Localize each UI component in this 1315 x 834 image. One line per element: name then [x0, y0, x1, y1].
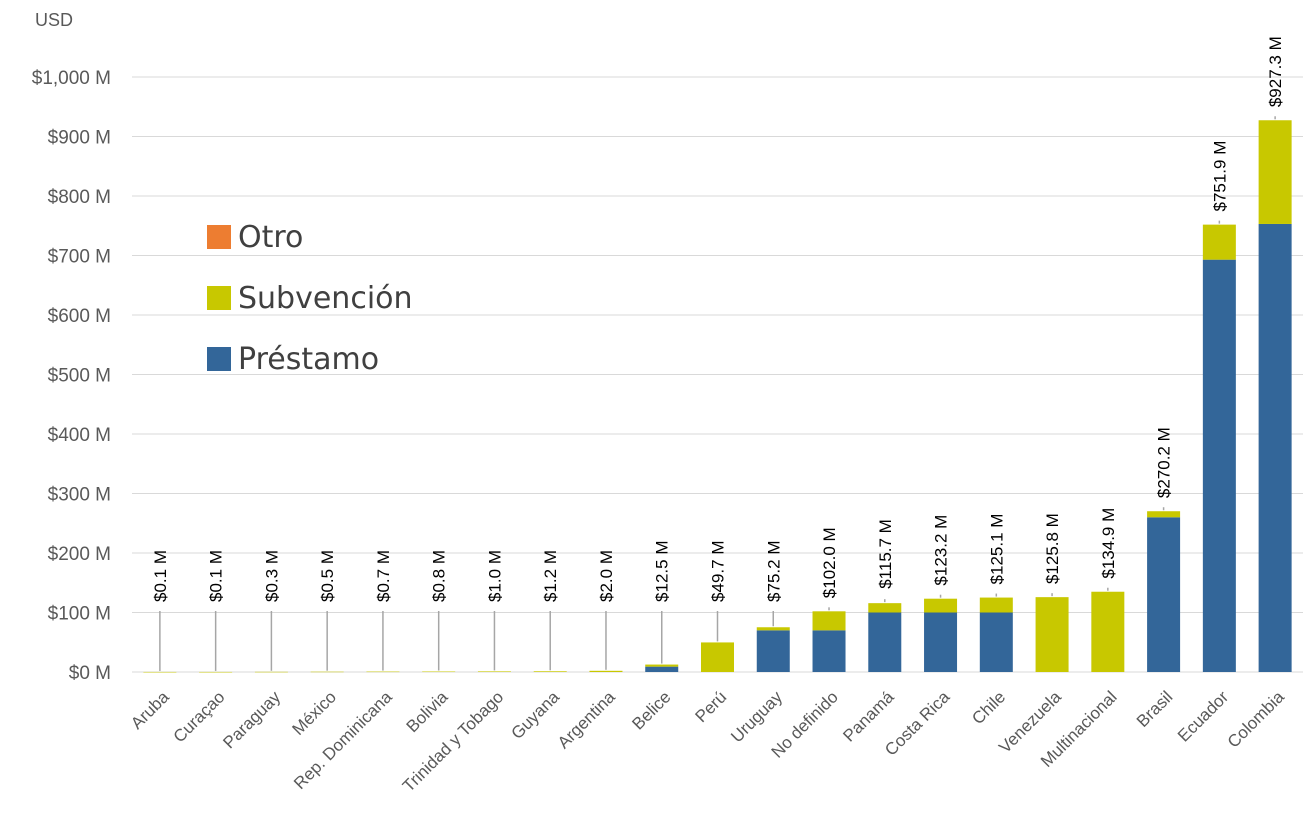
data-label: $0.1 M — [151, 550, 170, 602]
x-tick-label: Aruba — [127, 687, 173, 733]
data-label: $1.0 M — [485, 550, 504, 602]
bar-subvencion — [143, 671, 177, 673]
bar-subvencion — [477, 671, 511, 672]
bar-subvencion — [589, 670, 623, 672]
y-unit-label: USD — [35, 10, 73, 30]
bar-prestamo — [645, 666, 679, 672]
label-leaders — [159, 116, 1276, 671]
x-tick-label: Bolivia — [403, 687, 452, 736]
data-label: $125.8 M — [1043, 513, 1062, 584]
x-tick-label: Perú — [691, 687, 730, 726]
data-label: $0.1 M — [207, 550, 226, 602]
x-tick-label: Rep. Dominicana — [290, 687, 396, 793]
bar-prestamo — [812, 630, 846, 672]
bar-subvencion — [1202, 224, 1236, 260]
data-label: $0.5 M — [318, 550, 337, 602]
bar-subvencion — [1258, 120, 1292, 224]
legend-swatch-subvencion — [207, 286, 231, 310]
legend-swatch-prestamo — [207, 347, 231, 371]
data-label: $12.5 M — [653, 541, 672, 602]
data-label: $0.8 M — [430, 550, 449, 602]
x-tick-label: Argentina — [554, 687, 619, 752]
data-label: $49.7 M — [709, 541, 728, 602]
y-tick-label: $300 M — [48, 485, 111, 506]
x-tick-label: Colombia — [1224, 687, 1289, 752]
data-label: $102.0 M — [820, 527, 839, 598]
x-tick-label: Paraguay — [219, 687, 284, 752]
bar-subvencion — [1091, 591, 1125, 672]
data-label: $134.9 M — [1099, 508, 1118, 579]
bar-subvencion — [1147, 511, 1181, 518]
legend: Otro Subvención Préstamo — [207, 220, 413, 377]
x-tick-label: Brasil — [1133, 687, 1176, 730]
data-labels: $0.1 M $0.1 M $0.3 M $0.5 M $0.7 M $0.8 M $1.0… — [151, 36, 1285, 602]
bar-prestamo — [979, 612, 1013, 672]
bar-subvencion — [979, 597, 1013, 613]
bar-prestamo — [868, 612, 902, 672]
bar-subvencion — [533, 671, 567, 672]
bar-subvencion — [812, 611, 846, 631]
data-label: $115.7 M — [876, 519, 895, 589]
x-tick-label: Trinidad y Tobago — [399, 687, 507, 795]
y-tick-label: $200 M — [48, 544, 111, 565]
legend-swatch-otro — [207, 225, 231, 249]
y-tick-label: $700 M — [48, 247, 111, 268]
bar-subvencion — [645, 664, 679, 667]
y-tick-label: $1,000 M — [32, 68, 111, 89]
data-label: $123.2 M — [932, 515, 951, 586]
y-tick-label: $600 M — [48, 306, 111, 327]
data-label: $75.2 M — [764, 541, 783, 602]
bar-prestamo — [924, 612, 958, 672]
data-label: $125.1 M — [987, 514, 1006, 585]
x-tick-label: Ecuador — [1174, 687, 1232, 745]
y-tick-label: $500 M — [48, 366, 111, 387]
bar-subvencion — [199, 671, 233, 673]
y-tick-label: $900 M — [48, 128, 111, 149]
bar-subvencion — [1035, 597, 1069, 672]
bar-prestamo — [1202, 259, 1236, 672]
y-tick-label: $100 M — [48, 604, 111, 625]
x-tick-label: Guyana — [508, 687, 564, 743]
data-label: $2.0 M — [597, 550, 616, 602]
data-label: $927.3 M — [1266, 36, 1285, 107]
data-label: $0.7 M — [374, 550, 393, 602]
bar-prestamo — [756, 630, 790, 672]
x-tick-label: Belice — [628, 687, 674, 733]
bar-subvencion — [366, 671, 400, 673]
y-tick-label: $800 M — [48, 187, 111, 208]
legend-label-prestamo: Préstamo — [238, 342, 379, 377]
data-label: $0.3 M — [262, 550, 281, 602]
bar-subvencion — [310, 671, 344, 673]
bar-subvencion — [756, 627, 790, 631]
bar-subvencion — [422, 671, 456, 673]
data-label: $751.9 M — [1210, 141, 1229, 212]
bar-subvencion — [868, 603, 902, 613]
bar-subvencion — [254, 671, 288, 673]
y-tick-label: $400 M — [48, 425, 111, 446]
bar-prestamo — [1147, 517, 1181, 672]
bar-subvencion — [924, 598, 958, 613]
y-axis-ticks: $0 M $100 M $200 M $300 M $400 M $500 M $600 M… — [32, 68, 111, 684]
legend-label-subvencion: Subvención — [238, 281, 413, 316]
legend-label-otro: Otro — [238, 220, 303, 255]
x-tick-label: México — [288, 687, 340, 739]
data-label: $270.2 M — [1155, 427, 1174, 498]
data-label: $1.2 M — [541, 550, 560, 602]
bar-subvencion — [701, 642, 734, 672]
bars — [143, 120, 1292, 673]
bar-prestamo — [1258, 223, 1292, 672]
y-tick-label: $0 M — [69, 663, 111, 684]
x-tick-label: Chile — [968, 687, 1009, 728]
